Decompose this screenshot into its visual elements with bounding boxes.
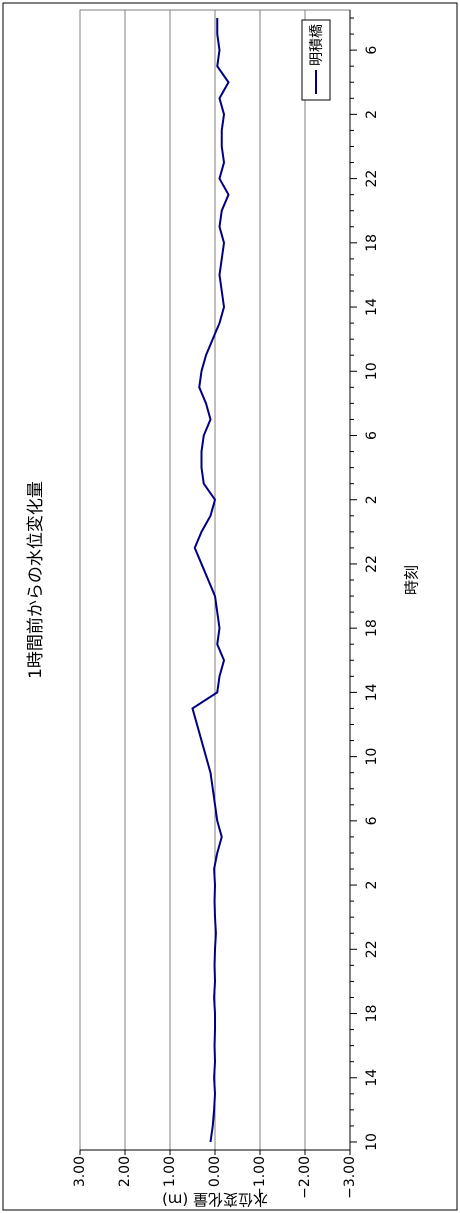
x-tick-label: 18: [364, 234, 380, 252]
x-tick-label: 6: [364, 46, 380, 55]
x-tick-label: 14: [364, 1069, 380, 1087]
x-tick-label: 10: [364, 748, 380, 766]
y-tick-label: −2.00: [297, 1156, 313, 1199]
rotated-chart: 1時間前からの水位変化量 時刻 水位変化量 (m) 3.00 2.00 1.00 0.…: [26, 9, 421, 1209]
x-tick-label: 22: [364, 555, 380, 573]
x-tick-label: 6: [364, 431, 380, 440]
y-tick-label: −3.00: [342, 1156, 358, 1199]
y-axis-title: 水位変化量 (m): [162, 1191, 268, 1209]
legend-box: [301, 19, 331, 101]
x-tick-label: 2: [364, 495, 380, 504]
x-tick-label: 22: [364, 940, 380, 958]
x-tick-label: 18: [364, 619, 380, 637]
x-tick-label: 14: [364, 683, 380, 701]
x-tick-label: 10: [364, 362, 380, 380]
y-tick-label: 3.00: [72, 1156, 88, 1187]
x-tick-label: 14: [364, 298, 380, 316]
y-tick-label: 2.00: [117, 1156, 133, 1187]
x-tick-label: 6: [364, 816, 380, 825]
chart-title: 1時間前からの水位変化量: [26, 481, 46, 679]
data-line: [191, 18, 230, 1143]
legend-label: 明積橋: [309, 24, 325, 66]
y-tick-label: −1.00: [252, 1156, 268, 1199]
y-tick-label: 1.00: [162, 1156, 178, 1187]
x-tick-label: 10: [364, 1133, 380, 1151]
x-tick-label: 2: [364, 881, 380, 890]
x-axis-title: 時刻: [403, 565, 421, 595]
y-tick-label: 0.00: [207, 1156, 223, 1187]
x-tick-label: 2: [364, 110, 380, 119]
x-tick-label: 18: [364, 1005, 380, 1023]
x-tick-label: 22: [364, 170, 380, 188]
